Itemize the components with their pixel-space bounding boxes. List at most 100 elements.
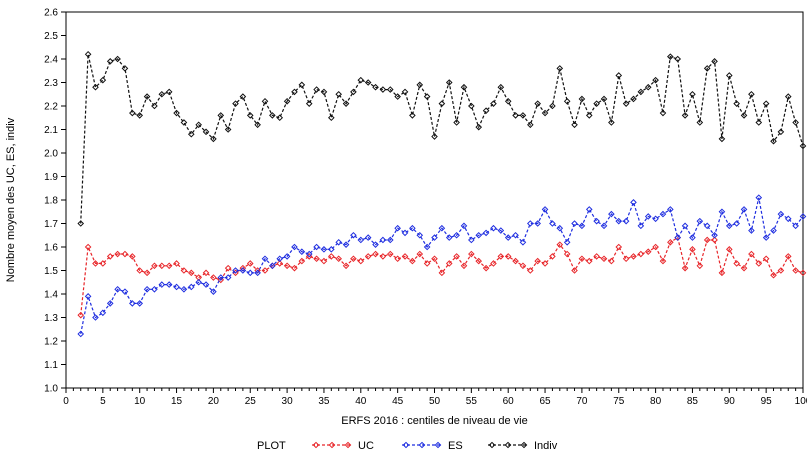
data-point-indiv xyxy=(350,88,357,96)
series-lines xyxy=(77,50,807,338)
data-point-es xyxy=(600,222,608,230)
data-point-indiv xyxy=(748,90,755,98)
data-point-indiv xyxy=(438,100,446,107)
data-point-uc xyxy=(84,243,92,251)
data-point-es xyxy=(460,222,468,230)
data-point-indiv xyxy=(291,88,298,96)
x-tick-label: 85 xyxy=(687,396,699,407)
x-tick-label: 50 xyxy=(429,396,441,407)
data-point-indiv xyxy=(622,100,630,107)
data-point-uc xyxy=(409,257,416,265)
data-point-uc xyxy=(246,260,254,267)
data-point-es xyxy=(622,217,630,225)
data-point-indiv xyxy=(740,112,748,119)
data-point-uc xyxy=(762,255,770,263)
y-axis-title: Nombre moyen des UC, ES, indiv xyxy=(5,117,17,282)
data-point-indiv xyxy=(423,93,431,100)
data-point-es xyxy=(151,285,158,293)
data-point-uc xyxy=(792,267,799,274)
data-point-indiv xyxy=(667,53,674,60)
y-tick-label: 1.3 xyxy=(44,313,58,324)
data-point-es xyxy=(748,227,755,234)
x-tick-label: 100 xyxy=(795,396,807,407)
data-point-indiv xyxy=(556,65,564,72)
x-tick-label: 45 xyxy=(392,396,404,407)
data-point-uc xyxy=(224,264,232,272)
data-point-es xyxy=(799,213,807,220)
data-point-indiv xyxy=(600,95,608,103)
data-point-indiv xyxy=(394,93,401,100)
data-point-uc xyxy=(401,253,409,260)
data-point-es xyxy=(659,210,667,218)
data-point-uc xyxy=(298,257,306,265)
y-tick-label: 2.1 xyxy=(44,125,58,136)
data-point-indiv xyxy=(711,58,718,65)
data-point-indiv xyxy=(99,76,107,84)
data-point-es xyxy=(571,220,578,227)
legend-marker-es xyxy=(434,441,442,449)
x-tick-label: 15 xyxy=(171,396,183,407)
data-point-es xyxy=(217,274,225,281)
data-point-uc xyxy=(578,255,586,263)
data-point-indiv xyxy=(652,76,659,84)
data-point-indiv xyxy=(195,121,202,129)
y-tick-label: 1.7 xyxy=(44,219,58,230)
x-tick-label: 35 xyxy=(318,396,330,407)
data-point-indiv xyxy=(313,86,320,93)
data-point-indiv xyxy=(401,88,409,96)
data-point-es xyxy=(608,210,615,218)
data-point-es xyxy=(585,206,593,213)
data-point-indiv xyxy=(269,112,276,119)
data-point-es xyxy=(445,234,453,241)
data-point-indiv xyxy=(298,81,306,89)
data-point-es xyxy=(187,283,195,291)
series-line-es xyxy=(80,197,804,335)
data-point-uc xyxy=(210,274,217,281)
x-tick-label: 30 xyxy=(282,396,294,407)
data-point-uc xyxy=(549,253,556,260)
data-point-indiv xyxy=(261,97,269,105)
legend-item-es: ES xyxy=(402,440,463,452)
data-point-indiv xyxy=(585,112,593,119)
data-point-indiv xyxy=(364,79,372,86)
y-tick-label: 2.5 xyxy=(44,31,58,42)
data-point-es xyxy=(438,224,446,232)
data-point-uc xyxy=(143,269,151,277)
data-point-indiv xyxy=(799,142,807,150)
data-point-uc xyxy=(291,264,298,272)
data-point-es xyxy=(703,222,711,230)
data-point-es xyxy=(305,250,313,258)
data-point-indiv xyxy=(342,100,350,107)
data-point-es xyxy=(718,208,726,216)
legend-title: PLOT xyxy=(257,440,286,452)
data-point-uc xyxy=(755,260,763,267)
data-point-es xyxy=(504,234,512,241)
data-point-uc xyxy=(718,269,726,277)
data-point-es xyxy=(261,255,269,263)
data-point-indiv xyxy=(121,65,129,72)
y-tick-label: 1.1 xyxy=(44,360,58,371)
data-point-indiv xyxy=(519,112,527,119)
data-point-indiv xyxy=(173,109,180,117)
data-point-indiv xyxy=(696,119,704,126)
data-point-es xyxy=(254,269,261,277)
data-point-es xyxy=(269,262,276,270)
data-point-uc xyxy=(482,264,490,272)
data-point-indiv xyxy=(762,100,770,107)
data-point-es xyxy=(386,236,394,244)
data-point-uc xyxy=(615,243,623,251)
data-point-es xyxy=(777,210,785,218)
series-line-indiv xyxy=(80,54,804,224)
data-point-uc xyxy=(320,257,328,265)
data-point-indiv xyxy=(445,79,453,86)
data-point-uc xyxy=(386,250,394,258)
data-point-indiv xyxy=(777,128,785,136)
data-point-es xyxy=(106,300,114,307)
data-point-indiv xyxy=(563,97,571,105)
data-point-uc xyxy=(305,253,313,260)
legend-marker-uc xyxy=(344,441,352,449)
data-point-es xyxy=(556,224,564,232)
data-point-indiv xyxy=(276,114,284,122)
data-point-es xyxy=(232,267,239,274)
data-point-indiv xyxy=(328,114,335,122)
